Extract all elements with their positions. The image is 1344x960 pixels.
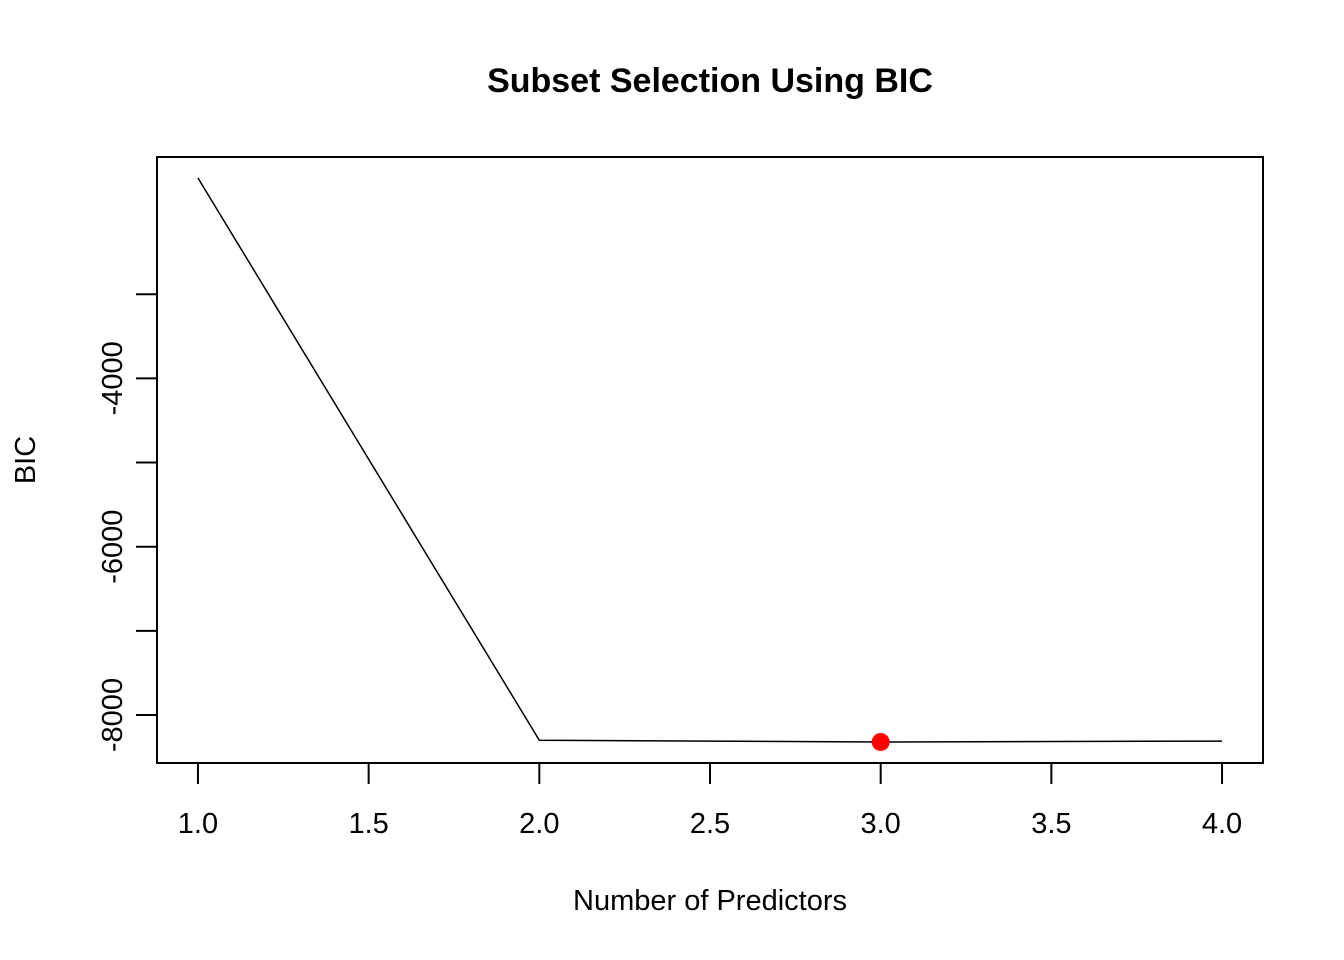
x-tick-label: 3.5 — [1031, 808, 1071, 840]
x-tick-label: 3.0 — [861, 808, 901, 840]
x-tick-label: 2.5 — [690, 808, 730, 840]
y-axis: -4000 -6000 -8000 — [97, 293, 158, 752]
series-layer — [197, 177, 1223, 743]
x-axis-label: Number of Predictors — [573, 885, 847, 917]
y-axis-label: BIC — [10, 436, 42, 484]
x-axis: 1.0 1.5 2.0 2.5 3.0 3.5 4.0 — [178, 762, 1242, 840]
x-tick-label: 1.5 — [348, 808, 388, 840]
y-tick-label: -8000 — [97, 678, 129, 752]
x-tick-label: 1.0 — [178, 808, 218, 840]
plot-frame — [156, 156, 1264, 764]
x-tick-label: 4.0 — [1202, 808, 1242, 840]
highlight-layer — [871, 732, 890, 751]
x-tick-label: 2.0 — [519, 808, 559, 840]
y-tick-label: -4000 — [97, 341, 129, 415]
chart-title: Subset Selection Using BIC — [487, 62, 933, 100]
min-bic-point — [871, 732, 890, 751]
y-tick-label: -6000 — [97, 510, 129, 584]
bic-series-line — [197, 177, 1223, 743]
